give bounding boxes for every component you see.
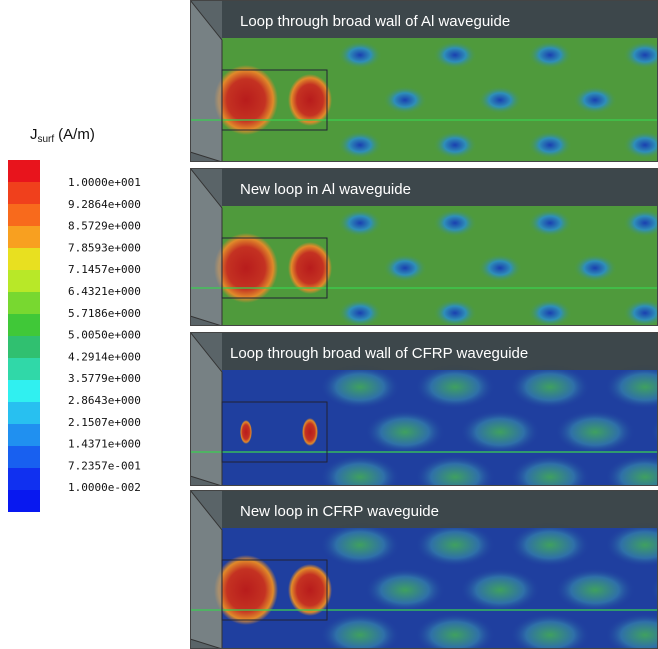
legend-title: Jsurf(A/m) — [30, 126, 95, 145]
figure: Jsurf(A/m) 1.0000e+001 9.2864e+000 8.5729e… — [0, 0, 658, 649]
hot-spot — [214, 65, 278, 135]
color-swatch — [8, 226, 40, 248]
colorbar-label: 3.5779e+000 — [68, 372, 141, 385]
colorbar-label: 8.5729e+000 — [68, 220, 141, 233]
hot-spot — [214, 555, 278, 625]
field-spot — [555, 568, 635, 612]
color-swatch — [8, 424, 40, 446]
color-swatch — [8, 292, 40, 314]
field-spot — [415, 365, 495, 409]
field-spot — [383, 86, 427, 114]
hot-spot — [288, 74, 332, 126]
color-swatch — [8, 314, 40, 336]
colorbar-label: 7.1457e+000 — [68, 263, 141, 276]
hot-spot — [214, 233, 278, 303]
waveguide-panel: New loop in CFRP waveguide — [190, 490, 658, 649]
color-swatch — [8, 380, 40, 402]
field-spot — [433, 209, 477, 237]
field-spot — [478, 86, 522, 114]
colorbar-label: 7.8593e+000 — [68, 241, 141, 254]
field-spot — [460, 410, 540, 454]
waveguide-panel: New loop in Al waveguide — [190, 168, 658, 327]
field-spot — [510, 365, 590, 409]
hot-spot — [302, 418, 318, 446]
colorbar-label: 5.7186e+000 — [68, 307, 141, 320]
color-swatch — [8, 468, 40, 490]
color-swatch — [8, 490, 40, 512]
hot-spot — [288, 242, 332, 294]
colorbar-label: 2.8643e+000 — [68, 394, 141, 407]
panels: Loop through broad wall of Al waveguide N… — [190, 0, 658, 649]
field-spot — [338, 131, 382, 159]
colorbar-label: 1.4371e+000 — [68, 438, 141, 451]
field-spot — [528, 41, 572, 69]
field-spot — [433, 131, 477, 159]
field-spot — [573, 254, 617, 282]
field-spot — [383, 254, 427, 282]
field-spot — [320, 365, 400, 409]
waveguide-panel: Loop through broad wall of Al waveguide — [190, 0, 658, 162]
colorbar-label: 9.2864e+000 — [68, 198, 141, 211]
field-spot — [365, 568, 445, 612]
color-swatch — [8, 248, 40, 270]
colorbar-label: 4.2914e+000 — [68, 350, 141, 363]
legend-subscript: surf — [38, 134, 55, 145]
color-swatch — [8, 402, 40, 424]
panel-title: New loop in Al waveguide — [240, 181, 411, 198]
field-spot — [320, 523, 400, 567]
colorbar-label: 6.4321e+000 — [68, 285, 141, 298]
color-swatch — [8, 182, 40, 204]
panel-title: Loop through broad wall of Al waveguide — [240, 13, 510, 30]
field-spot — [510, 523, 590, 567]
field-spot — [573, 86, 617, 114]
colorbar-label: 1.0000e+001 — [68, 176, 141, 189]
field-spot — [478, 254, 522, 282]
field-spot — [528, 209, 572, 237]
field-spot — [365, 410, 445, 454]
colorbar-labels: 1.0000e+001 9.2864e+000 8.5729e+000 7.8593e… — [68, 176, 141, 494]
legend-symbol: J — [30, 126, 38, 143]
colorbar-label: 7.2357e-001 — [68, 459, 141, 472]
panel-title: New loop in CFRP waveguide — [240, 503, 439, 520]
legend-unit: (A/m) — [58, 126, 95, 143]
color-swatch — [8, 204, 40, 226]
color-swatch — [8, 446, 40, 468]
color-swatch — [8, 270, 40, 292]
hot-spot — [240, 420, 252, 444]
field-spot — [338, 209, 382, 237]
colorbar — [8, 160, 40, 512]
field-spot — [460, 568, 540, 612]
field-spot — [528, 299, 572, 327]
hot-spot — [288, 564, 332, 616]
field-spot — [528, 131, 572, 159]
colorbar-label: 1.0000e-002 — [68, 481, 141, 494]
field-spot — [555, 410, 635, 454]
panel-title: Loop through broad wall of CFRP waveguid… — [230, 345, 528, 362]
field-spot — [433, 299, 477, 327]
color-swatch — [8, 358, 40, 380]
field-spot — [433, 41, 477, 69]
field-spot — [338, 299, 382, 327]
color-swatch — [8, 160, 40, 182]
colorbar-label: 2.1507e+000 — [68, 416, 141, 429]
figure-svg: Jsurf(A/m) 1.0000e+001 9.2864e+000 8.5729e… — [0, 0, 658, 649]
color-swatch — [8, 336, 40, 358]
colorbar-label: 5.0050e+000 — [68, 329, 141, 342]
field-spot — [415, 523, 495, 567]
waveguide-panel: Loop through broad wall of CFRP waveguid… — [190, 332, 658, 499]
field-spot — [338, 41, 382, 69]
